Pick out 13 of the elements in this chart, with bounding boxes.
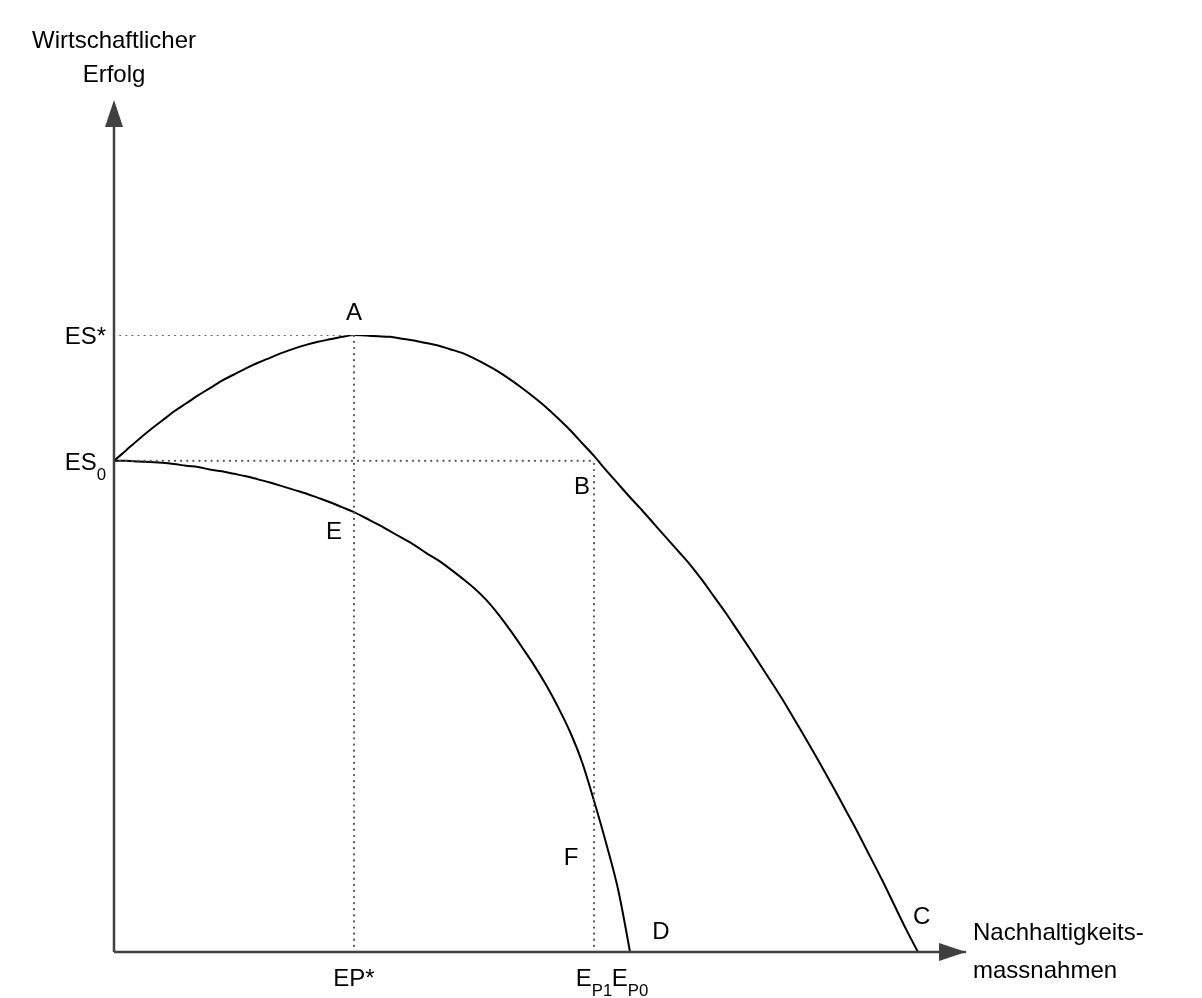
x-tick-label: E$_{P1}$ — [575, 964, 613, 998]
annotation: D — [652, 917, 670, 944]
text: Wirtschaftlicher Erfolg — [31, 26, 197, 87]
x-tick-label: E$_{P0}$ — [611, 964, 649, 998]
annotation: A — [345, 298, 363, 325]
text: ES$_{0}$ — [64, 447, 106, 484]
x-axis-title: Nachhaltigkeits- massnahmen — [973, 918, 1144, 983]
annotation: C — [913, 902, 931, 929]
annotation: E — [325, 517, 343, 545]
annotation: F — [563, 842, 579, 870]
x-tick-label: EP* — [333, 964, 375, 991]
text: ES* — [64, 322, 106, 349]
annotation: B — [573, 471, 591, 499]
